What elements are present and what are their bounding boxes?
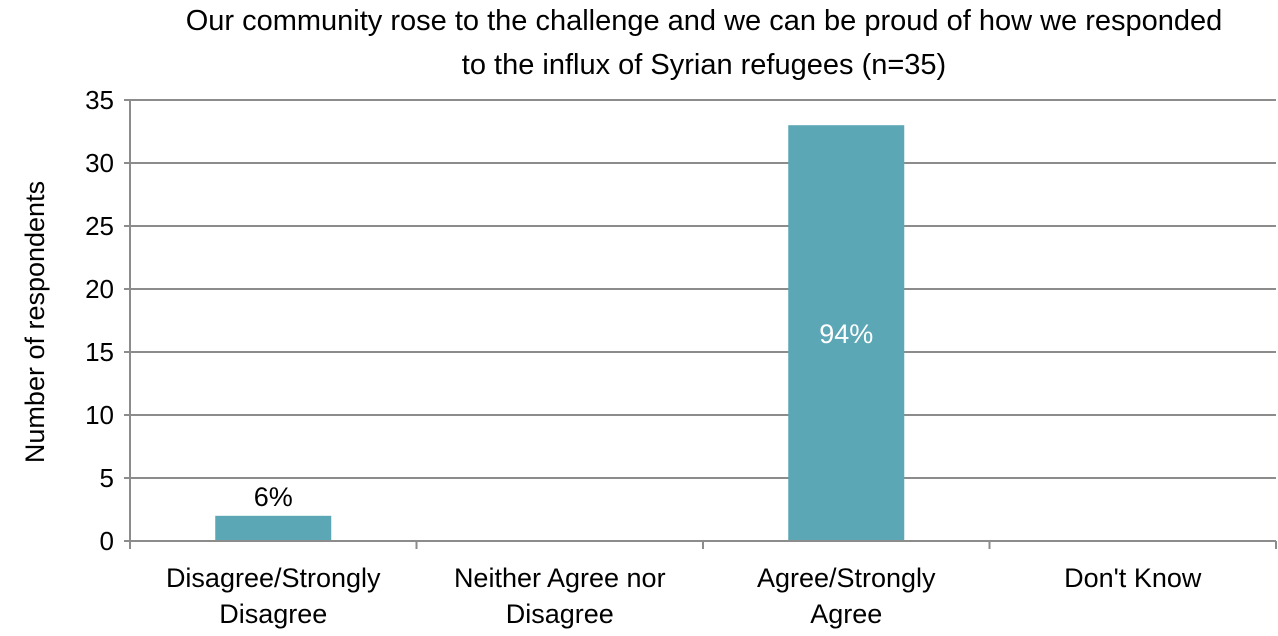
chart-title: Our community rose to the challenge and …	[186, 5, 1223, 81]
x-category-label-0-line-0: Disagree/Strongly	[166, 563, 381, 593]
x-category-label-1-line-1: Disagree	[506, 599, 614, 629]
y-axis-label: Number of respondents	[20, 181, 50, 463]
y-axis-ticks: 0 5 10 15 20 25 30 35	[85, 85, 130, 556]
y-tick-label-35: 35	[85, 85, 114, 115]
chart-title-line-2: to the influx of Syrian refugees (n=35)	[462, 49, 946, 81]
x-category-label-0-line-1: Disagree	[219, 599, 327, 629]
y-tick-label-10: 10	[85, 400, 114, 430]
x-category-label-2-line-1: Agree	[810, 599, 882, 629]
x-category-label-3-line-0: Don't Know	[1064, 563, 1202, 593]
x-category-label-2-line-0: Agree/Strongly	[757, 563, 936, 593]
bar-2	[788, 125, 905, 541]
y-tick-label-25: 25	[85, 211, 114, 241]
x-axis-categories: Disagree/Strongly Disagree Neither Agree n…	[166, 563, 1202, 629]
x-axis	[129, 100, 1277, 549]
y-tick-label-20: 20	[85, 274, 114, 304]
y-tick-label-30: 30	[85, 148, 114, 178]
bar-0	[215, 515, 332, 541]
y-tick-label-15: 15	[85, 337, 114, 367]
y-tick-label-0: 0	[100, 526, 114, 556]
data-label-2: 94%	[819, 319, 873, 349]
y-tick-label-5: 5	[100, 463, 114, 493]
data-label-0: 6%	[254, 482, 293, 512]
data-labels: 6% 94%	[254, 319, 874, 512]
bars	[215, 125, 905, 541]
chart-title-line-1: Our community rose to the challenge and …	[186, 5, 1223, 37]
gridlines	[130, 99, 1276, 479]
x-category-label-1-line-0: Neither Agree nor	[454, 563, 666, 593]
